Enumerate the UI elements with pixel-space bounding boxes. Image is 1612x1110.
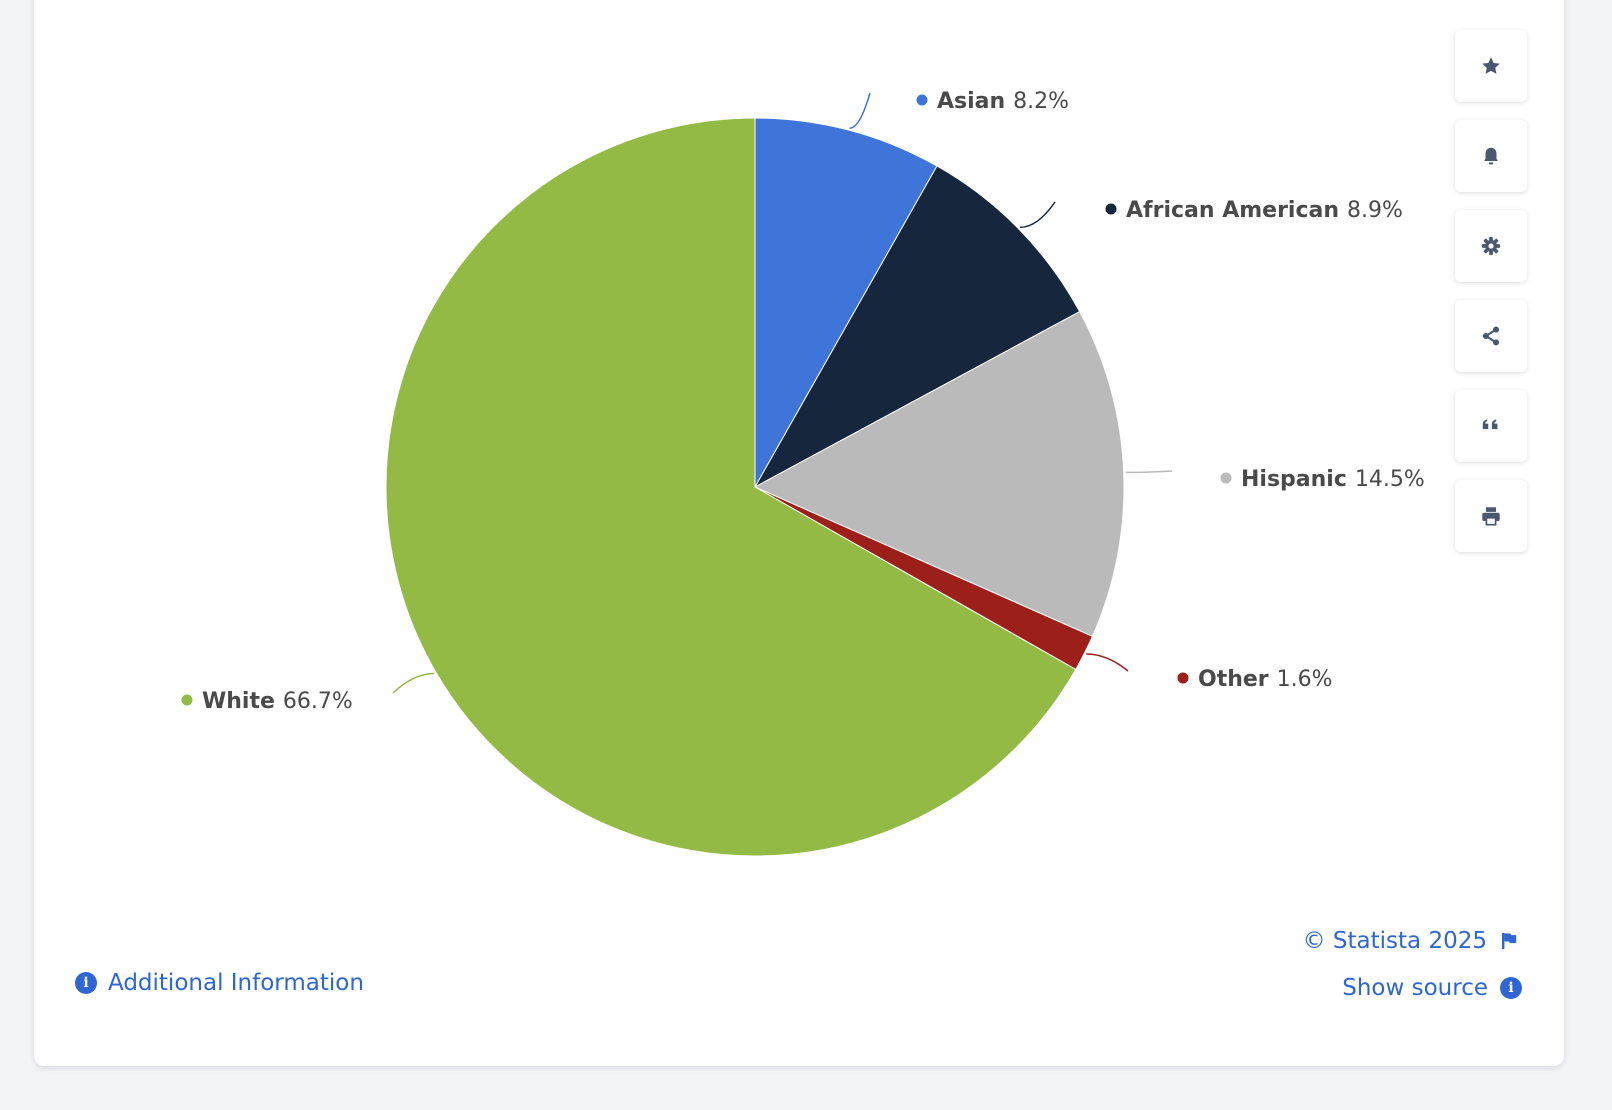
data-label-name: Other: [1198, 667, 1269, 692]
bell-icon: [1484, 147, 1498, 165]
pie-slice-white[interactable]: [385, 117, 1077, 857]
legend-marker-other: [1177, 672, 1189, 684]
statista-copyright-link[interactable]: © Statista 2025: [1303, 928, 1517, 954]
data-label-other: Other 1.6%: [1198, 667, 1333, 692]
connector-asian: [849, 92, 871, 130]
star-icon: [1482, 57, 1500, 74]
pie-slice-asian[interactable]: [754, 117, 938, 489]
cite-button[interactable]: [1455, 390, 1527, 462]
notification-button[interactable]: [1455, 120, 1527, 192]
data-label-value: 8.9%: [1347, 198, 1403, 223]
chart-toolbar: [1455, 30, 1527, 570]
gear-icon: [1481, 236, 1501, 256]
show-source-label: Show source: [1342, 975, 1488, 1001]
data-label-name: African American: [1126, 198, 1339, 223]
data-label-name: Asian: [937, 89, 1005, 114]
print-button[interactable]: [1455, 480, 1527, 552]
data-label-african-american: African American 8.9%: [1126, 198, 1403, 223]
info-icon: i: [1500, 977, 1522, 999]
additional-information-link[interactable]: i Additional Information: [75, 970, 364, 996]
data-label-value: 14.5%: [1355, 467, 1425, 492]
data-label-value: 66.7%: [283, 689, 353, 714]
data-label-white: White 66.7%: [202, 689, 353, 714]
favorite-button[interactable]: [1455, 30, 1527, 102]
pie-slice-african-american[interactable]: [753, 165, 1081, 489]
share-button[interactable]: [1455, 300, 1527, 372]
data-label-asian: Asian 8.2%: [937, 89, 1069, 114]
share-icon: [1482, 326, 1500, 346]
data-label-value: 1.6%: [1277, 667, 1333, 692]
settings-button[interactable]: [1455, 210, 1527, 282]
connector-african-american: [1019, 201, 1056, 229]
data-label-hispanic: Hispanic 14.5%: [1241, 467, 1425, 492]
data-label-value: 8.2%: [1013, 89, 1069, 114]
copyright-label: © Statista 2025: [1302, 928, 1487, 954]
print-icon: [1482, 507, 1500, 526]
info-icon: i: [75, 972, 97, 994]
legend-marker-asian: [916, 94, 928, 106]
additional-information-label: Additional Information: [108, 970, 364, 996]
legend-marker-white: [181, 694, 193, 706]
legend-marker-african-american: [1105, 203, 1117, 215]
legend-marker-hispanic: [1220, 472, 1232, 484]
data-label-name: Hispanic: [1241, 467, 1347, 492]
connector-white: [392, 672, 435, 694]
connector-other: [1086, 653, 1129, 672]
pie-slice-hispanic[interactable]: [753, 310, 1125, 638]
show-source-link[interactable]: Show source i: [1342, 975, 1522, 1001]
quote-icon: [1482, 419, 1498, 430]
flag-icon: [1502, 933, 1517, 949]
connector-hispanic: [1125, 470, 1173, 474]
data-label-name: White: [202, 689, 275, 714]
